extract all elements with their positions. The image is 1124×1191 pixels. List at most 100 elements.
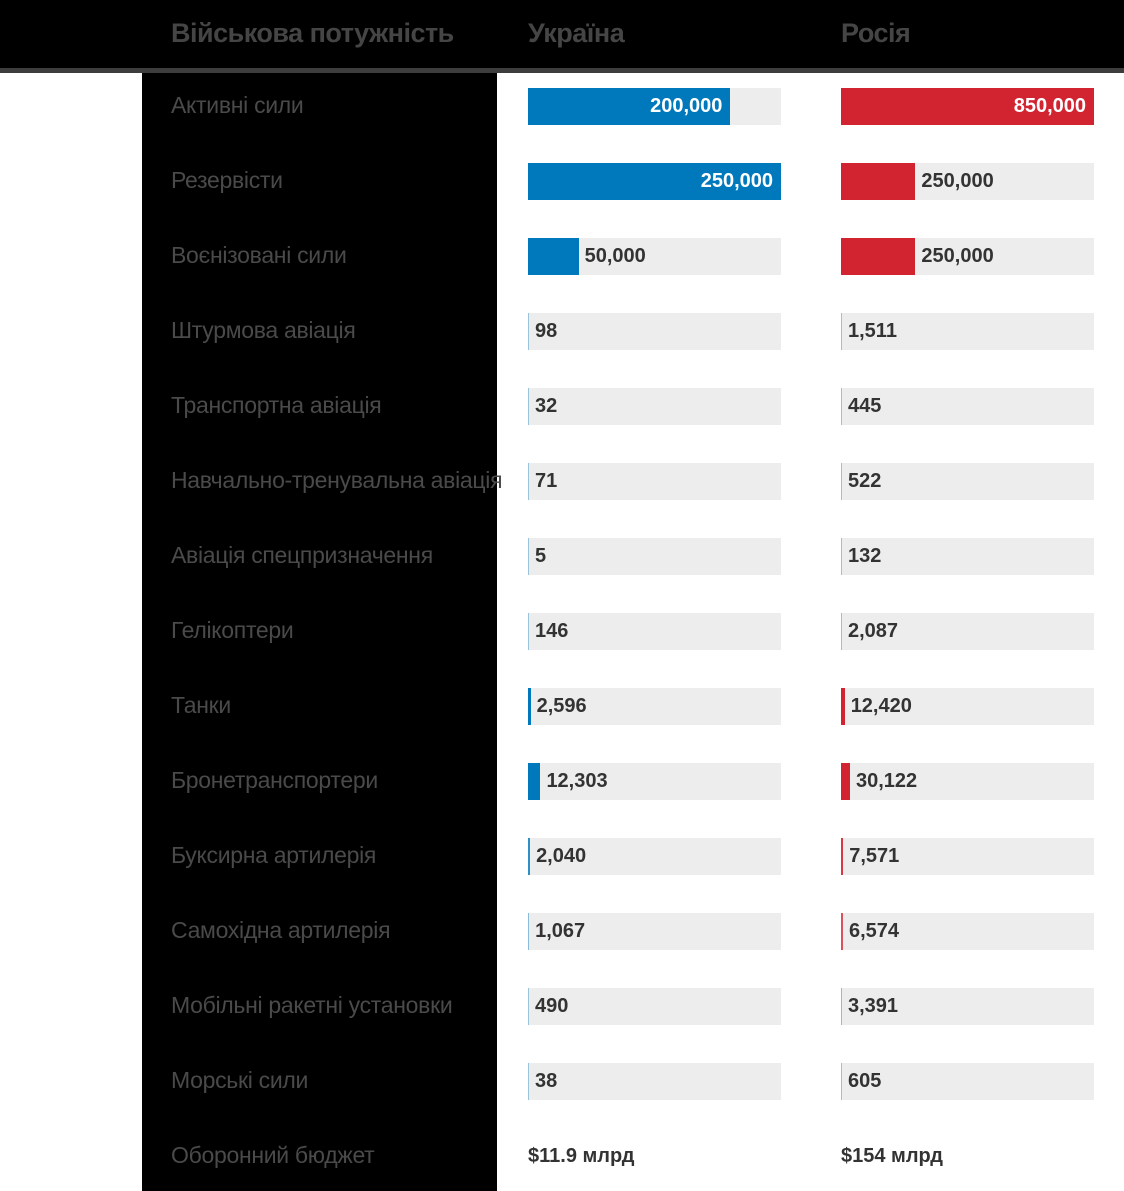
- bar-track: 490: [528, 988, 781, 1025]
- category-label: Авіація спецпризначення: [171, 542, 433, 568]
- ukraine-bar: [528, 688, 531, 725]
- bar-track: 605: [841, 1063, 1094, 1100]
- bar-track: 1,067: [528, 913, 781, 950]
- table-header: [0, 0, 1124, 68]
- bar-track: 98: [528, 313, 781, 350]
- bar-track: 12,303: [528, 763, 781, 800]
- bar-track: 6,574: [841, 913, 1094, 950]
- budget-russia: $154 млрд: [841, 1145, 943, 1167]
- bar-track: 2,596: [528, 688, 781, 725]
- category-label: Воєнізовані сили: [171, 242, 347, 268]
- value-label: 3,391: [848, 995, 899, 1017]
- value-label: 6,574: [848, 920, 900, 942]
- ukraine-bar: [528, 313, 529, 350]
- value-label: 5: [535, 545, 547, 567]
- header-divider: [0, 68, 1124, 73]
- bar-track: 2,040: [528, 838, 781, 875]
- category-label: Навчально-тренувальна авіація: [171, 467, 503, 493]
- bar-track: 445: [841, 388, 1094, 425]
- russia-bar: [841, 388, 842, 425]
- bar-track: 1,511: [841, 313, 1094, 350]
- value-label: 32: [535, 395, 558, 417]
- value-label: 38: [535, 1070, 558, 1092]
- value-label: 445: [848, 395, 882, 417]
- ukraine-bar: [528, 1063, 529, 1100]
- column-header-russia: Росія: [841, 18, 911, 48]
- category-label: Самохідна артилерія: [171, 917, 391, 943]
- category-label: Резервісти: [171, 167, 283, 193]
- ukraine-bar: [528, 238, 579, 275]
- value-label: 146: [535, 620, 569, 642]
- value-label: 12,420: [850, 695, 912, 717]
- value-label: 1,067: [535, 920, 586, 942]
- russia-bar: [841, 913, 843, 950]
- bar-track: 30,122: [841, 763, 1094, 800]
- ukraine-bar: [528, 838, 531, 875]
- bar-track: 12,420: [841, 688, 1094, 725]
- ukraine-bar: [528, 613, 529, 650]
- value-label: 250,000: [921, 245, 994, 267]
- bar-track: 522: [841, 463, 1094, 500]
- ukraine-bar: [528, 88, 731, 125]
- russia-bar: [841, 763, 850, 800]
- bar-track: 250,000: [841, 238, 1094, 275]
- category-label: Бронетранспортери: [171, 767, 378, 793]
- bar-track: 132: [841, 538, 1094, 575]
- bar-track: 146: [528, 613, 781, 650]
- value-label: 71: [535, 470, 558, 492]
- ukraine-bar: [528, 538, 529, 575]
- value-label: 12,303: [546, 770, 608, 792]
- bar-track: 200,000: [528, 88, 781, 125]
- bar-track: 250,000: [528, 163, 781, 200]
- value-label: 850,000: [1013, 95, 1086, 117]
- value-label: 200,000: [650, 95, 723, 117]
- budget-ukraine: $11.9 млрд: [528, 1145, 635, 1167]
- category-label: Морські сили: [171, 1067, 309, 1093]
- chart-title: Військова потужність: [171, 18, 454, 48]
- bar-track: 3,391: [841, 988, 1094, 1025]
- bar-track: 850,000: [841, 88, 1094, 125]
- russia-bar: [841, 538, 842, 575]
- bar-track: 71: [528, 463, 781, 500]
- value-label: 250,000: [921, 170, 994, 192]
- label-column: [142, 73, 497, 1191]
- value-label: 2,087: [848, 620, 899, 642]
- value-label: 98: [535, 320, 558, 342]
- value-label: 50,000: [584, 245, 646, 267]
- ukraine-bar: [528, 463, 529, 500]
- ukraine-bar: [528, 388, 529, 425]
- value-label: 7,571: [849, 845, 900, 867]
- category-label: Танки: [171, 692, 231, 718]
- russia-bar: [841, 238, 916, 275]
- bar-track: 50,000: [528, 238, 781, 275]
- russia-bar: [841, 688, 845, 725]
- column-header-ukraine: Україна: [528, 18, 625, 48]
- ukraine-bar: [528, 163, 781, 200]
- value-label: 1,511: [848, 320, 897, 342]
- ukraine-bar: [528, 913, 530, 950]
- category-label: Транспортна авіація: [171, 392, 382, 418]
- value-label: 132: [848, 545, 882, 567]
- value-label: 2,040: [536, 845, 587, 867]
- value-label: 522: [848, 470, 882, 492]
- budget-label: Оборонний бюджет: [171, 1142, 375, 1168]
- bar-track: 32: [528, 388, 781, 425]
- value-label: 490: [535, 995, 569, 1017]
- category-label: Буксирна артилерія: [171, 842, 377, 868]
- bar-track: 5: [528, 538, 781, 575]
- value-label: 2,596: [536, 695, 587, 717]
- category-label: Мобільні ракетні установки: [171, 992, 453, 1018]
- category-label: Активні сили: [171, 92, 304, 118]
- value-label: 30,122: [855, 770, 918, 792]
- russia-bar: [841, 463, 842, 500]
- bar-track: 2,087: [841, 613, 1094, 650]
- category-label: Штурмова авіація: [171, 317, 356, 343]
- russia-bar: [841, 88, 1094, 125]
- russia-bar: [841, 163, 916, 200]
- value-label: 605: [848, 1070, 882, 1092]
- russia-bar: [841, 613, 842, 650]
- bar-track: 7,571: [841, 838, 1094, 875]
- russia-bar: [841, 838, 844, 875]
- value-label: 250,000: [700, 170, 773, 192]
- category-label: Гелікоптери: [171, 617, 294, 643]
